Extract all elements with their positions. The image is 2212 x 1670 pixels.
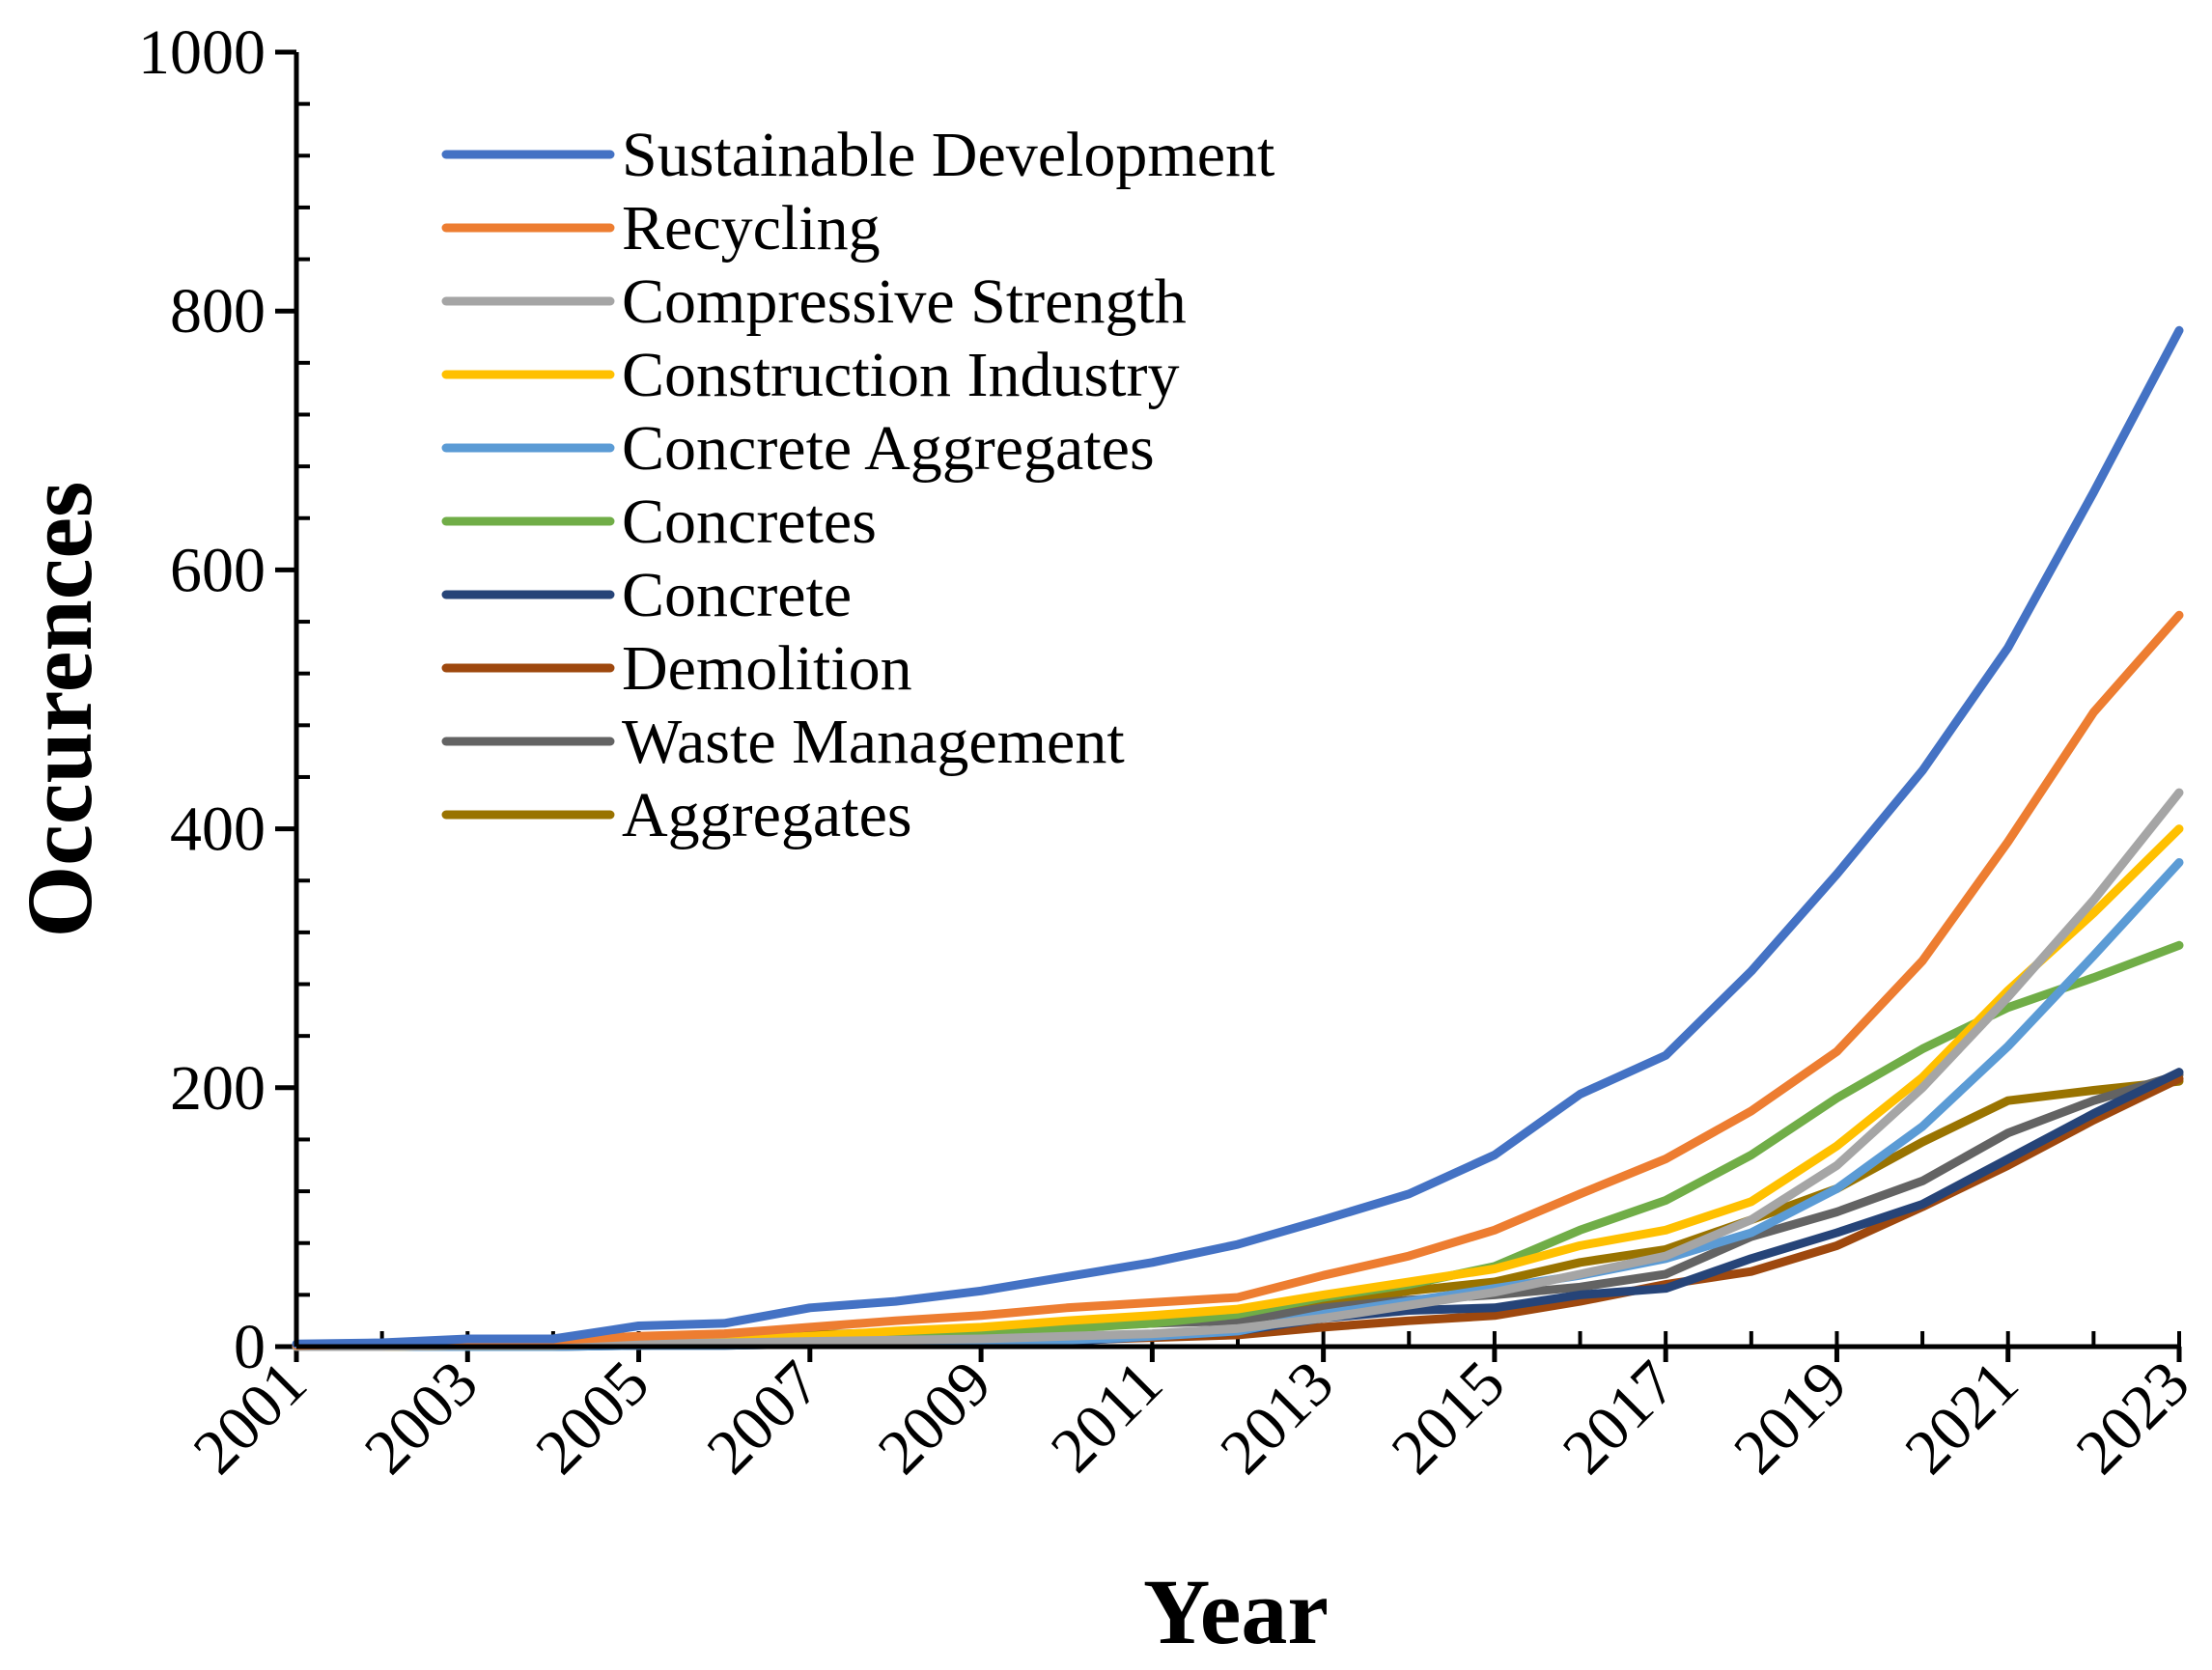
tick-marks	[275, 49, 2182, 1362]
legend-item: Concretes	[441, 487, 877, 557]
x-tick-label: 2021	[1891, 1348, 2031, 1488]
legend-label: Compressive Strength	[622, 266, 1187, 337]
series-line-concrete-aggregates	[292, 858, 2184, 1351]
legend: Sustainable DevelopmentRecyclingCompress…	[441, 120, 1274, 850]
x-tick-label: 2011	[1038, 1348, 1176, 1486]
x-tick-label: 2009	[865, 1348, 1005, 1488]
x-axis-title: Year	[1143, 1560, 1329, 1663]
legend-label: Concrete Aggregates	[622, 413, 1155, 484]
legend-item: Demolition	[441, 633, 912, 704]
legend-item: Concrete	[441, 560, 852, 630]
legend-label: Demolition	[622, 633, 912, 704]
legend-label: Recycling	[622, 193, 881, 264]
legend-label: Concretes	[622, 487, 877, 557]
legend-label: Sustainable Development	[622, 120, 1274, 190]
x-tick-label: 2015	[1379, 1348, 1519, 1488]
x-tick-label: 2019	[1721, 1348, 1861, 1488]
legend-item: Concrete Aggregates	[441, 413, 1155, 484]
series-line-recycling	[292, 610, 2184, 1350]
x-tick-label: 2003	[351, 1348, 491, 1488]
legend-item: Sustainable Development	[441, 120, 1274, 190]
legend-label: Waste Management	[622, 707, 1125, 777]
y-tick-label: 200	[170, 1053, 266, 1124]
legend-item: Aggregates	[441, 780, 912, 850]
x-tick-labels: 2001 2003 2005 2007 2009 2011 2013 2015 2017 2019…	[181, 1348, 2203, 1488]
x-tick-label: 2023	[2063, 1348, 2203, 1488]
y-tick-label: 0	[234, 1312, 266, 1382]
x-tick-label: 2013	[1207, 1348, 1347, 1488]
legend-label: Concrete	[622, 560, 852, 630]
x-tick-label: 2005	[522, 1348, 662, 1488]
legend-item: Waste Management	[441, 707, 1125, 777]
legend-label: Construction Industry	[622, 340, 1179, 410]
y-tick-label: 600	[170, 535, 266, 605]
y-tick-label: 1000	[138, 17, 266, 88]
series-line-construction-industry	[292, 824, 2184, 1351]
series-line-sustainable-development	[292, 325, 2184, 1349]
legend-label: Aggregates	[622, 780, 912, 850]
x-tick-label: 2007	[693, 1348, 833, 1488]
y-tick-label: 400	[170, 794, 266, 865]
legend-item: Recycling	[441, 193, 881, 264]
legend-item: Compressive Strength	[441, 266, 1187, 337]
series-line-compressive-strength	[292, 788, 2184, 1351]
y-tick-labels: 0 200 400 600 800 1000	[138, 17, 266, 1382]
y-axis-title: Occurences	[8, 482, 111, 938]
legend-item: Construction Industry	[441, 340, 1179, 410]
x-tick-label: 2017	[1550, 1348, 1690, 1488]
y-tick-label: 800	[170, 276, 266, 347]
series-lines	[292, 325, 2184, 1351]
